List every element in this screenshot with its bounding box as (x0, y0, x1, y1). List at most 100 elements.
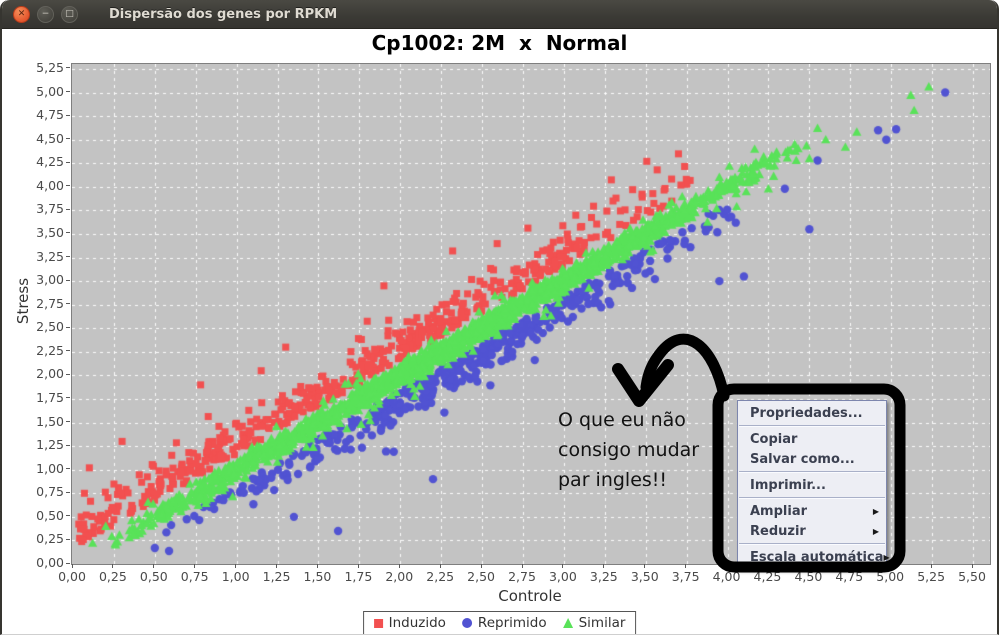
y-tick-label: 0,50 (36, 507, 64, 523)
y-tick-mark (66, 444, 70, 446)
x-tick-mark (521, 564, 523, 568)
menu-separator (739, 471, 885, 473)
y-tick-mark (66, 397, 70, 399)
y-tick-label: 4,50 (36, 130, 64, 146)
menu-item-label: Propriedades... (750, 405, 863, 421)
context-menu-item-salvar-como[interactable]: Salvar como... (738, 449, 886, 469)
x-tick-mark (562, 564, 564, 568)
x-tick-label: 3,25 (589, 569, 618, 584)
menu-item-label: Escala automática (750, 549, 884, 565)
x-tick-mark (153, 564, 155, 568)
y-tick-label: 2,75 (36, 295, 64, 311)
y-tick-label: 4,75 (36, 107, 64, 123)
chart-panel: Cp1002: 2M x Normal Stress 0,00 0,25 0,50 0… (2, 29, 997, 634)
x-tick-label: 2,25 (426, 569, 455, 584)
x-tick-mark (398, 564, 400, 568)
x-tick-label: 1,00 (221, 569, 250, 584)
x-tick-mark (112, 564, 114, 568)
context-menu-item-reduzir[interactable]: Reduzir ▶ (738, 521, 886, 541)
y-tick-mark (66, 161, 70, 163)
y-tick-label: 4,25 (36, 154, 64, 170)
y-tick-mark (66, 350, 70, 352)
x-tick-label: 0,50 (139, 569, 168, 584)
menu-item-label: Imprimir... (750, 477, 826, 493)
x-axis-label: Controle (498, 587, 562, 605)
legend-item-induzido: Induzido (373, 615, 446, 631)
y-tick-label: 3,25 (36, 248, 64, 264)
context-menu-item-escala-automatica[interactable]: Escala automática ▶ (738, 547, 890, 567)
y-tick-mark (66, 91, 70, 93)
y-tick-mark (66, 326, 70, 328)
y-tick-label: 1,25 (36, 437, 64, 453)
x-tick-mark (644, 564, 646, 568)
context-menu-item-copiar[interactable]: Copiar (738, 429, 886, 449)
submenu-arrow-icon: ▶ (883, 552, 890, 562)
y-tick-label: 5,00 (36, 83, 64, 99)
y-tick-mark (66, 232, 70, 234)
y-tick-label: 4,00 (36, 177, 64, 193)
y-tick-mark (66, 421, 70, 423)
context-menu-item-ampliar[interactable]: Ampliar ▶ (738, 501, 886, 521)
x-tick-label: 4,25 (753, 569, 782, 584)
submenu-arrow-icon: ▶ (872, 506, 879, 516)
y-tick-label: 2,50 (36, 319, 64, 335)
x-tick-label: 0,00 (58, 569, 86, 584)
red-square-marker-icon (373, 618, 383, 628)
x-tick-mark (276, 564, 278, 568)
x-tick-label: 1,50 (303, 569, 332, 584)
submenu-arrow-icon: ▶ (872, 526, 879, 536)
y-tick-label: 2,25 (36, 342, 64, 358)
x-tick-mark (480, 564, 482, 568)
y-tick-label: 0,75 (36, 484, 64, 500)
y-tick-label: 0,00 (36, 555, 64, 570)
blue-circle-marker-icon (461, 618, 472, 628)
x-tick-label: 4,00 (712, 569, 741, 584)
y-tick-label: 3,75 (36, 201, 64, 217)
legend-label: Reprimido (477, 615, 547, 631)
y-tick-label: 3,50 (36, 224, 64, 240)
legend-label: Induzido (388, 615, 446, 631)
y-tick-label: 5,25 (36, 59, 64, 75)
menu-item-label: Ampliar (750, 503, 808, 519)
minimize-button[interactable]: − (37, 5, 54, 23)
y-tick-mark (66, 185, 70, 187)
x-tick-label: 1,25 (262, 569, 291, 584)
menu-item-label: Salvar como... (750, 451, 855, 467)
menu-separator (739, 543, 885, 545)
x-tick-mark (930, 564, 932, 568)
y-tick-mark (66, 303, 70, 305)
window-title: Dispersão dos genes por RPKM (109, 6, 338, 22)
context-menu-item-propriedades[interactable]: Propriedades... (738, 403, 886, 423)
y-tick-label: 2,00 (36, 366, 64, 382)
y-tick-mark (66, 562, 70, 564)
x-tick-label: 3,50 (630, 569, 659, 584)
y-tick-label: 1,75 (36, 389, 64, 405)
x-tick-label: 2,75 (508, 569, 536, 584)
x-tick-label: 3,75 (671, 569, 700, 584)
close-button[interactable]: ✕ (13, 5, 30, 23)
maximize-button[interactable]: □ (61, 5, 78, 23)
y-tick-mark (66, 67, 70, 69)
x-tick-label: 1,75 (344, 569, 373, 584)
window-titlebar[interactable]: ✕ − □ Dispersão dos genes por RPKM (2, 0, 997, 29)
menu-separator (739, 425, 885, 427)
chart-title: Cp1002: 2M x Normal (371, 31, 628, 55)
x-tick-label: 5,00 (876, 569, 905, 584)
note-line: consigo mudar (558, 439, 700, 461)
context-menu-item-imprimir[interactable]: Imprimir... (738, 475, 886, 495)
x-tick-mark (971, 564, 973, 568)
x-tick-mark (726, 564, 728, 568)
y-tick-label: 0,25 (36, 531, 64, 547)
x-tick-label: 2,00 (385, 569, 414, 584)
legend-item-reprimido: Reprimido (461, 615, 547, 631)
menu-item-label: Reduzir (750, 523, 806, 539)
note-line: O que eu não (558, 409, 686, 431)
y-tick-label: 1,50 (36, 413, 64, 429)
x-tick-mark (439, 564, 441, 568)
legend-item-similar: Similar (562, 615, 625, 631)
x-tick-mark (685, 564, 687, 568)
y-tick-label: 1,00 (36, 460, 64, 476)
y-tick-label: 3,00 (36, 272, 64, 288)
x-tick-label: 4,50 (794, 569, 823, 584)
